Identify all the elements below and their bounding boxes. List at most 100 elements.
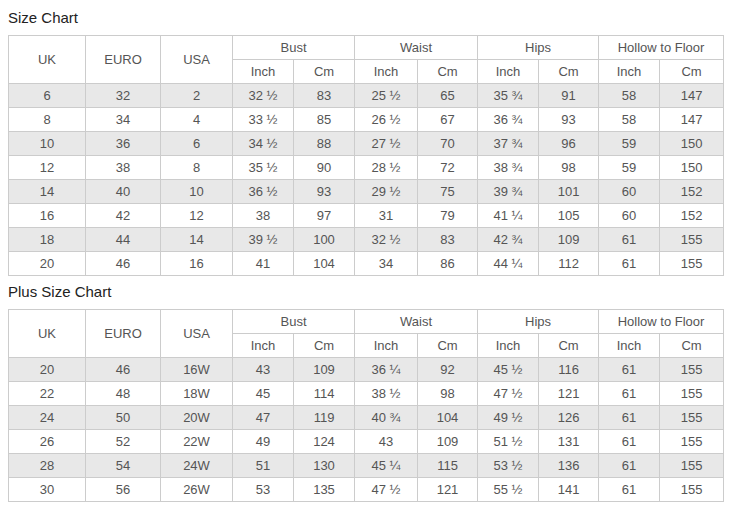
column-header-usa: USA xyxy=(161,310,233,358)
table-cell: 116 xyxy=(539,358,599,382)
table-cell: 97 xyxy=(294,204,355,228)
table-cell: 65 xyxy=(418,84,478,108)
table-cell: 20W xyxy=(161,406,233,430)
table-body: 632232 ½8325 ½6535 ¾9158147834433 ½8526 … xyxy=(9,84,724,276)
table-cell: 112 xyxy=(539,252,599,276)
table-cell: 98 xyxy=(418,382,478,406)
table-cell: 155 xyxy=(660,478,724,502)
table-cell: 51 ½ xyxy=(478,430,539,454)
table-cell: 43 xyxy=(355,430,418,454)
table-cell: 36 xyxy=(86,132,161,156)
table-cell: 155 xyxy=(660,406,724,430)
table-cell: 141 xyxy=(539,478,599,502)
column-header-hollow-inch: Inch xyxy=(599,60,660,84)
table-cell: 52 xyxy=(86,430,161,454)
table-cell: 28 ½ xyxy=(355,156,418,180)
table-cell: 121 xyxy=(539,382,599,406)
table-cell: 37 ¾ xyxy=(478,132,539,156)
table-cell: 45 ¼ xyxy=(355,454,418,478)
table-cell: 51 xyxy=(233,454,294,478)
column-header-hips-cm: Cm xyxy=(539,60,599,84)
table-header: UK EURO USA Bust Waist Hips Hollow to Fl… xyxy=(9,36,724,84)
table-cell: 35 ¾ xyxy=(478,84,539,108)
table-cell: 42 xyxy=(86,204,161,228)
table-cell: 150 xyxy=(660,156,724,180)
table-cell: 88 xyxy=(294,132,355,156)
table-cell: 60 xyxy=(599,204,660,228)
table-cell: 20 xyxy=(9,358,86,382)
table-cell: 67 xyxy=(418,108,478,132)
column-header-uk: UK xyxy=(9,310,86,358)
table-cell: 14 xyxy=(161,228,233,252)
table-row: 20461641104348644 ¼11261155 xyxy=(9,252,724,276)
table-cell: 155 xyxy=(660,382,724,406)
table-header: UK EURO USA Bust Waist Hips Hollow to Fl… xyxy=(9,310,724,358)
table-cell: 104 xyxy=(294,252,355,276)
table-cell: 44 ¼ xyxy=(478,252,539,276)
table-row: 18441439 ½10032 ½8342 ¾10961155 xyxy=(9,228,724,252)
column-header-euro: EURO xyxy=(86,36,161,84)
table-cell: 45 xyxy=(233,382,294,406)
table-cell: 86 xyxy=(418,252,478,276)
table-cell: 6 xyxy=(9,84,86,108)
table-cell: 50 xyxy=(86,406,161,430)
table-cell: 98 xyxy=(539,156,599,180)
plus-size-chart-title: Plus Size Chart xyxy=(8,283,730,301)
column-header-hollow-inch: Inch xyxy=(599,334,660,358)
table-cell: 16 xyxy=(161,252,233,276)
table-cell: 6 xyxy=(161,132,233,156)
table-cell: 45 ½ xyxy=(478,358,539,382)
table-cell: 91 xyxy=(539,84,599,108)
table-cell: 92 xyxy=(418,358,478,382)
column-header-usa: USA xyxy=(161,36,233,84)
table-cell: 12 xyxy=(161,204,233,228)
table-cell: 39 ¾ xyxy=(478,180,539,204)
column-header-uk: UK xyxy=(9,36,86,84)
table-cell: 18 xyxy=(9,228,86,252)
table-cell: 56 xyxy=(86,478,161,502)
column-header-euro: EURO xyxy=(86,310,161,358)
table-cell: 70 xyxy=(418,132,478,156)
table-cell: 58 xyxy=(599,84,660,108)
table-cell: 42 ¾ xyxy=(478,228,539,252)
table-cell: 61 xyxy=(599,430,660,454)
plus-size-chart-section: Plus Size Chart UK EURO USA Bust Waist H… xyxy=(8,283,730,502)
table-cell: 38 ¾ xyxy=(478,156,539,180)
size-chart-section: Size Chart UK EURO USA Bust Waist Hips H… xyxy=(8,9,730,276)
table-cell: 14 xyxy=(9,180,86,204)
table-row: 1036634 ½8827 ½7037 ¾9659150 xyxy=(9,132,724,156)
table-cell: 40 ¾ xyxy=(355,406,418,430)
table-cell: 10 xyxy=(9,132,86,156)
table-cell: 85 xyxy=(294,108,355,132)
table-cell: 55 ½ xyxy=(478,478,539,502)
table-cell: 26W xyxy=(161,478,233,502)
table-cell: 61 xyxy=(599,382,660,406)
table-cell: 105 xyxy=(539,204,599,228)
table-cell: 75 xyxy=(418,180,478,204)
table-body: 204616W4310936 ¼9245 ½11661155224818W451… xyxy=(9,358,724,502)
table-cell: 155 xyxy=(660,430,724,454)
table-cell: 46 xyxy=(86,252,161,276)
table-cell: 152 xyxy=(660,204,724,228)
table-cell: 44 xyxy=(86,228,161,252)
table-cell: 109 xyxy=(418,430,478,454)
column-header-bust-inch: Inch xyxy=(233,60,294,84)
table-cell: 147 xyxy=(660,108,724,132)
table-row: 245020W4711940 ¾10449 ½12661155 xyxy=(9,406,724,430)
table-row: 224818W4511438 ½9847 ½12161155 xyxy=(9,382,724,406)
table-cell: 47 ½ xyxy=(355,478,418,502)
table-cell: 31 xyxy=(355,204,418,228)
table-cell: 136 xyxy=(539,454,599,478)
table-cell: 41 xyxy=(233,252,294,276)
table-cell: 18W xyxy=(161,382,233,406)
table-cell: 104 xyxy=(418,406,478,430)
table-cell: 72 xyxy=(418,156,478,180)
table-cell: 26 ½ xyxy=(355,108,418,132)
table-cell: 47 ½ xyxy=(478,382,539,406)
table-cell: 32 ½ xyxy=(233,84,294,108)
table-cell: 39 ½ xyxy=(233,228,294,252)
table-cell: 155 xyxy=(660,358,724,382)
column-group-waist: Waist xyxy=(355,36,478,60)
table-cell: 49 xyxy=(233,430,294,454)
column-group-bust: Bust xyxy=(233,36,355,60)
